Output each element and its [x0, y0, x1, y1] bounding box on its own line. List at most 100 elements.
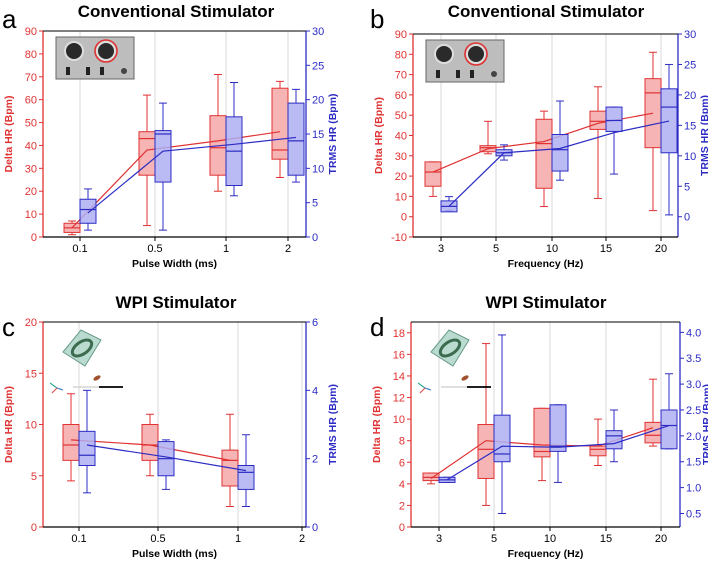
- y-axis-label-left: Delta HR (Bpm): [371, 386, 383, 463]
- x-tick-label: 0.5: [150, 533, 165, 545]
- left-tick-label: 0: [31, 522, 37, 534]
- left-tick-label: 60: [25, 95, 37, 107]
- box: [535, 118, 553, 189]
- electrode-inset: [417, 329, 491, 394]
- right-tick-label: 2.5: [686, 405, 701, 417]
- panel-title: WPI Stimulator: [116, 293, 237, 312]
- device-switch: [436, 70, 440, 78]
- right-tick-label: 3.0: [686, 379, 701, 391]
- right-tick-label: 0.5: [686, 508, 701, 520]
- x-axis-label: Frequency (Hz): [508, 548, 584, 560]
- right-tick-label: 30: [312, 26, 324, 38]
- left-tick-label: 70: [25, 72, 37, 84]
- left-tick-label: 40: [25, 140, 37, 152]
- mean-line: [86, 444, 247, 472]
- x-tick-label: 1: [235, 533, 241, 545]
- left-tick-label: 0: [31, 232, 37, 244]
- y-axis-label-right: TRMS HR (Bpm): [327, 384, 339, 465]
- electrode-tip: [93, 375, 101, 381]
- left-tick-label: 60: [395, 90, 407, 102]
- right-tick-label: 5: [684, 181, 690, 193]
- x-tick-label: 20: [655, 533, 667, 545]
- electrode-tip: [461, 375, 469, 381]
- wire: [419, 387, 426, 394]
- panel-letter: a: [2, 4, 17, 34]
- left-tick-label: 20: [25, 186, 37, 198]
- x-tick-label: 15: [600, 243, 612, 255]
- stimulator-device-inset: [55, 36, 135, 80]
- series-red: [422, 343, 662, 506]
- device-knob: [434, 44, 454, 64]
- x-tick-label: 3: [438, 243, 444, 255]
- left-tick-label: 20: [25, 317, 37, 329]
- wire: [56, 387, 64, 391]
- left-tick-label: 8: [399, 436, 405, 448]
- left-tick-label: 18: [393, 328, 405, 340]
- x-tick-label: 0.1: [72, 243, 87, 255]
- box: [79, 198, 97, 224]
- box: [271, 87, 289, 160]
- right-tick-label: 6: [312, 317, 318, 329]
- right-tick-label: 25: [312, 60, 324, 72]
- box: [549, 404, 567, 452]
- panel-letter: b: [370, 4, 384, 34]
- box: [660, 409, 678, 450]
- x-tick-label: 2: [299, 533, 305, 545]
- right-tick-label: 10: [684, 151, 696, 163]
- panel-d: d WPI Stimulator 0 2 4 6 8 10 12 14 16 18 0.5 1.0 1.5 2…: [370, 293, 708, 560]
- series-red: [424, 51, 662, 212]
- box: [237, 465, 255, 490]
- right-tick-label: 20: [684, 90, 696, 102]
- x-tick-label: 5: [491, 533, 497, 545]
- x-tick-label: 10: [546, 243, 558, 255]
- left-tick-label: 4: [399, 479, 405, 491]
- device-port: [121, 68, 127, 74]
- wire: [51, 387, 58, 394]
- right-tick-label: 30: [684, 29, 696, 41]
- box: [605, 106, 623, 132]
- left-tick-label: 16: [393, 349, 405, 361]
- y-axis-label-left: Delta HR (Bpm): [3, 95, 15, 172]
- box: [424, 161, 442, 187]
- mean-line: [446, 424, 670, 481]
- right-tick-label: 0: [312, 232, 318, 244]
- series-blue: [440, 63, 678, 216]
- box: [287, 102, 305, 176]
- box: [660, 88, 678, 154]
- device-knob: [64, 41, 84, 61]
- series-blue: [438, 334, 678, 514]
- x-tick-label: 20: [655, 243, 667, 255]
- right-tick-label: 1.5: [686, 457, 701, 469]
- electrode-pad: [62, 329, 102, 367]
- mean-line: [71, 131, 281, 229]
- y-axis-label-left: Delta HR (Bpm): [3, 386, 15, 463]
- left-tick-label: 2: [399, 500, 405, 512]
- wire: [49, 382, 58, 389]
- panel-letter: c: [2, 312, 15, 342]
- right-tick-label: 4: [312, 385, 318, 397]
- box: [589, 445, 607, 457]
- x-tick-label: 2: [285, 243, 291, 255]
- electrode-inset: [49, 329, 123, 394]
- right-tick-label: 5: [312, 198, 318, 210]
- device-switch: [86, 67, 90, 75]
- series-blue: [78, 389, 255, 507]
- y-axis-label-right: TRMS HR (Bpm): [327, 93, 339, 174]
- x-axis-label: Pulse Width (ms): [132, 548, 217, 560]
- right-tick-label: 2.0: [686, 431, 701, 443]
- electrode-ring: [438, 338, 462, 358]
- series-blue: [79, 82, 305, 231]
- right-tick-label: 15: [312, 129, 324, 141]
- right-tick-label: 2: [312, 454, 318, 466]
- x-tick-label: 0.1: [71, 533, 86, 545]
- highlight-ring: [94, 39, 118, 63]
- left-tick-label: 50: [395, 110, 407, 122]
- device-switch: [470, 70, 474, 78]
- x-tick-label: 15: [600, 533, 612, 545]
- mean-line: [448, 120, 670, 207]
- series-red: [63, 73, 289, 236]
- left-tick-label: 14: [393, 371, 405, 383]
- box: [154, 130, 172, 183]
- box: [605, 430, 623, 450]
